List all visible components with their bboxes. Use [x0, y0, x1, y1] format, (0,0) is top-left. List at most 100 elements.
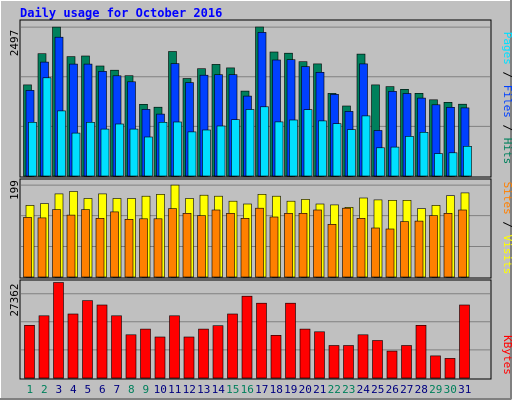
bar-pages-8 [129, 128, 139, 177]
bar-pages-6 [100, 128, 110, 177]
bar-sites-23 [342, 207, 351, 278]
legend-hits-panel: Pages / Files / Hits [501, 32, 512, 165]
bar-pages-18 [274, 121, 284, 177]
bar-sites-9 [139, 218, 148, 278]
bar-sites-13 [197, 215, 206, 278]
bar-pages-4 [71, 132, 81, 177]
visits-ymax-label: 199 [8, 180, 21, 200]
bar-kbytes-21 [314, 331, 325, 379]
bar-kbytes-3 [53, 282, 64, 379]
bar-sites-20 [298, 213, 308, 278]
bar-kbytes-24 [357, 334, 369, 379]
bar-kbytes-10 [154, 336, 166, 379]
bar-kbytes-26 [386, 350, 398, 379]
bar-pages-17 [260, 106, 269, 177]
bar-sites-22 [327, 224, 337, 278]
bar-pages-5 [86, 122, 95, 177]
x-label-13: 13 [197, 383, 210, 396]
bar-sites-10 [153, 218, 163, 278]
bar-kbytes-4 [67, 313, 79, 379]
bar-pages-26 [390, 146, 400, 177]
bar-pages-7 [115, 123, 124, 177]
bar-pages-15 [231, 119, 240, 177]
bar-pages-13 [202, 129, 211, 177]
bar-kbytes-2 [38, 315, 50, 379]
bar-sites-14 [211, 209, 221, 278]
bar-kbytes-31 [459, 304, 470, 379]
legend-pages: Pages [501, 32, 512, 65]
bar-kbytes-5 [82, 300, 93, 379]
bar-pages-24 [361, 115, 371, 177]
x-label-21: 21 [313, 383, 326, 396]
bar-kbytes-9 [140, 328, 151, 379]
bar-kbytes-27 [401, 345, 412, 379]
x-label-29: 29 [429, 383, 442, 396]
bar-pages-22 [332, 123, 342, 177]
bar-kbytes-29 [430, 355, 441, 379]
x-label-14: 14 [212, 383, 226, 396]
bar-pages-2 [42, 77, 52, 177]
bar-kbytes-14 [212, 325, 224, 379]
bar-sites-2 [37, 217, 47, 278]
bar-kbytes-7 [111, 315, 122, 379]
bar-kbytes-20 [299, 328, 311, 379]
bar-kbytes-18 [270, 334, 282, 379]
x-label-11: 11 [168, 383, 181, 396]
bar-sites-30 [443, 213, 453, 278]
bar-pages-25 [376, 147, 385, 177]
bar-kbytes-28 [415, 324, 427, 379]
bar-sites-4 [66, 214, 76, 278]
x-label-19: 19 [284, 383, 297, 396]
legend-hits: Hits [501, 138, 512, 165]
x-label-6: 6 [99, 383, 106, 396]
bar-pages-28 [419, 132, 429, 177]
legend-kbytes: KBytes [501, 335, 512, 375]
bar-kbytes-19 [285, 302, 296, 379]
x-label-8: 8 [128, 383, 135, 396]
x-label-10: 10 [154, 383, 167, 396]
bar-sites-28 [414, 220, 424, 278]
legend-files: Files [501, 85, 512, 118]
bar-kbytes-11 [169, 315, 180, 379]
x-label-20: 20 [299, 383, 312, 396]
bar-kbytes-6 [96, 304, 108, 379]
bar-sites-21 [313, 209, 322, 278]
x-label-3: 3 [55, 383, 62, 396]
bar-sites-1 [23, 217, 32, 278]
bar-pages-21 [318, 120, 327, 177]
x-label-27: 27 [400, 383, 413, 396]
x-label-7: 7 [113, 383, 120, 396]
bar-sites-7 [110, 211, 119, 278]
bar-sites-6 [95, 218, 105, 278]
x-label-24: 24 [357, 383, 371, 396]
hits-ymax-label: 2497 [8, 30, 21, 57]
bar-kbytes-22 [328, 345, 340, 379]
x-label-22: 22 [328, 383, 341, 396]
bar-pages-12 [187, 131, 197, 177]
bar-pages-27 [405, 136, 414, 177]
bar-kbytes-16 [241, 295, 253, 379]
bar-sites-17 [255, 207, 264, 278]
bar-pages-29 [434, 153, 443, 177]
bar-pages-10 [158, 122, 168, 177]
bar-pages-1 [28, 122, 37, 177]
x-label-18: 18 [270, 383, 283, 396]
x-label-26: 26 [386, 383, 399, 396]
bar-kbytes-23 [343, 345, 354, 379]
bar-kbytes-8 [125, 334, 137, 379]
chart-title: Daily usage for October 2016 [20, 6, 222, 20]
x-label-1: 1 [26, 383, 33, 396]
bar-pages-31 [463, 146, 472, 177]
bar-sites-12 [182, 213, 192, 278]
bar-kbytes-15 [227, 313, 238, 379]
bar-sites-27 [400, 221, 409, 278]
bar-sites-11 [168, 208, 177, 278]
bar-pages-3 [57, 110, 66, 177]
bar-kbytes-17 [256, 302, 267, 379]
bars [23, 26, 472, 379]
bar-sites-19 [284, 213, 293, 278]
bar-pages-19 [289, 119, 298, 177]
bar-sites-15 [226, 213, 235, 278]
bar-pages-16 [245, 109, 255, 177]
